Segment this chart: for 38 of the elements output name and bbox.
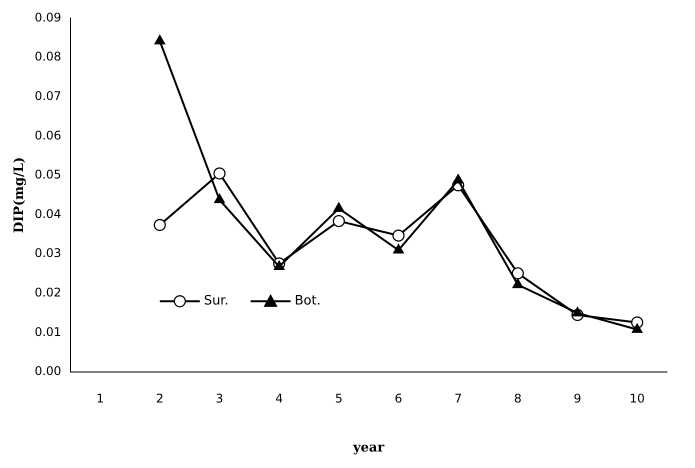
point [154,218,166,232]
x-axis-title: year [352,440,384,456]
y-tick-label: 0.08 [34,50,62,64]
x-tick-label: 7 [454,391,462,406]
legend-label: Sur. [204,294,229,309]
x-tick-label: 10 [630,391,645,406]
point [333,202,344,212]
point [512,267,524,280]
y-tick-label: 0.01 [34,324,62,339]
y-tick-label: 0.04 [34,206,62,221]
point [392,229,405,242]
y-tick-label: 0.05 [34,168,62,182]
legend-label: Bot. [294,294,321,309]
point [332,214,345,228]
x-tick-label: 4 [275,391,283,406]
point [452,174,464,184]
point [274,260,285,270]
y-tick-label: 0.03 [34,246,62,260]
point [154,34,166,44]
point [572,306,583,316]
y-tick-label: 0.09 [34,10,62,24]
x-tick-label: 9 [574,391,582,406]
point [214,194,225,204]
x-tick-label: 6 [394,391,402,406]
point [393,244,404,254]
y-tick-label: 0.02 [34,286,62,300]
point [632,323,643,333]
y-tick-label: 0.07 [34,88,62,103]
x-tick-label: 5 [335,391,343,406]
y-axis-title: DIP(mg/L) [12,157,28,234]
x-tick-label: 1 [96,391,104,406]
y-tick-label: 0.06 [34,128,62,142]
x-tick-label: 2 [156,391,164,406]
x-tick-label: 8 [514,391,522,406]
point [512,278,524,288]
y-tick-label: 0.00 [34,364,62,378]
point [213,167,226,180]
x-tick-label: 3 [216,391,224,406]
